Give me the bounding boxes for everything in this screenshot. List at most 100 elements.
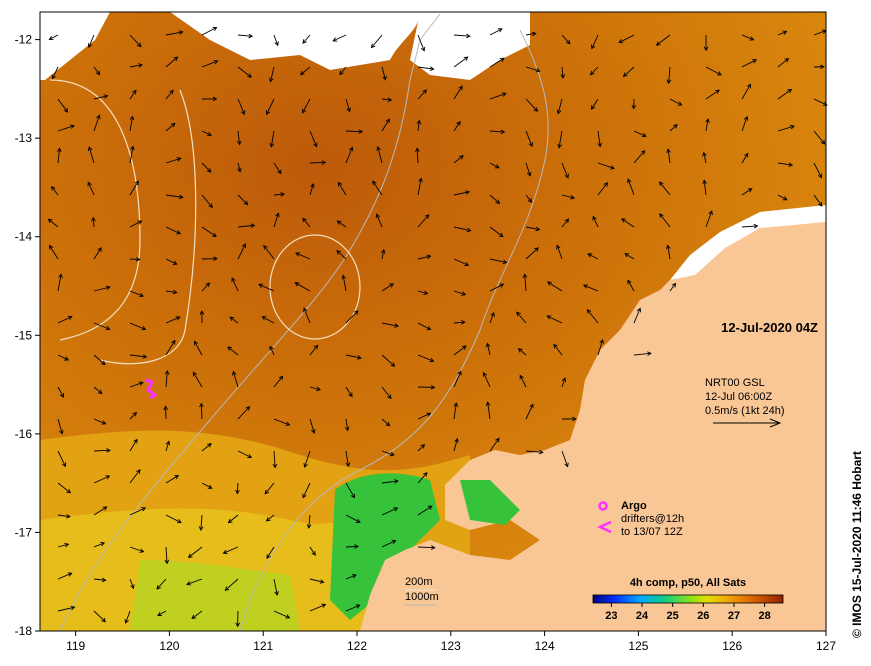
current-vector-head (458, 85, 463, 91)
current-vector-head (636, 307, 642, 313)
current-vector (417, 255, 431, 260)
current-vector-head (556, 244, 561, 250)
current-vector-head (67, 572, 73, 577)
current-vector (236, 482, 239, 494)
current-vector-head (341, 274, 347, 280)
current-vector-head (87, 146, 93, 152)
current-vector-head (302, 39, 307, 44)
current-vector-head (319, 579, 325, 584)
current-vector (165, 290, 177, 293)
y-tick-label: -15 (15, 328, 33, 342)
current-vector (518, 348, 527, 356)
current-vector (417, 354, 434, 362)
current-vector (165, 546, 168, 564)
colorbar-ticks: 23 24 25 26 27 28 (605, 603, 771, 622)
current-vector-head (527, 198, 533, 203)
y-tick-label: -13 (15, 131, 33, 145)
current-vector (309, 345, 318, 356)
current-vector-head (351, 574, 357, 579)
current-vector-head (299, 70, 305, 76)
current-vector (516, 311, 527, 324)
current-vector (381, 249, 385, 260)
current-vector-head (198, 526, 204, 532)
current-vector-head (533, 107, 539, 112)
current-vector-head (172, 260, 178, 265)
current-vector (263, 245, 275, 260)
eddy-contour (269, 234, 361, 340)
current-vector-head (280, 192, 286, 197)
eddy-contour-west (49, 79, 141, 341)
current-vector-head (138, 381, 144, 386)
current-vector (587, 309, 599, 324)
current-vector-head (817, 173, 823, 179)
current-vector (591, 98, 599, 110)
current-vector (345, 147, 353, 164)
current-vector-head (820, 64, 825, 70)
current-vector (741, 34, 754, 41)
current-vector-head (243, 200, 249, 206)
current-time-label: 12-Jul 06:00Z (705, 391, 773, 403)
current-vector-head (590, 105, 596, 110)
current-vector (381, 507, 398, 516)
current-vector-head (618, 39, 624, 44)
current-vector-head (622, 72, 628, 78)
current-vector-head (134, 180, 139, 186)
current-vector (417, 34, 425, 51)
current-vector (561, 450, 569, 467)
current-vector (129, 578, 134, 589)
current-vector-head (101, 577, 107, 583)
current-vector (237, 66, 252, 78)
current-vector-head (285, 614, 291, 619)
current-vector-head (313, 344, 319, 350)
current-vector-head (482, 371, 488, 377)
current-vector-head (420, 443, 426, 449)
current-vector-head (561, 377, 567, 383)
current-vector (624, 253, 635, 260)
current-vector (741, 225, 758, 228)
current-vector-head (70, 124, 75, 129)
current-vector-head (263, 244, 268, 250)
current-vector (165, 123, 176, 132)
current-vector-head (173, 56, 179, 62)
current-vector-head (570, 194, 576, 200)
current-vector-head (265, 110, 271, 116)
current-vector-head (139, 548, 145, 553)
current-vector (93, 475, 110, 484)
current-vector (381, 418, 390, 427)
current-vector-head (139, 292, 145, 298)
current-vector-head (236, 140, 242, 146)
current-vector (309, 386, 321, 391)
current-vector (381, 66, 386, 80)
current-vector-head (191, 614, 197, 620)
current-vector (266, 514, 275, 522)
current-vector (237, 406, 250, 420)
current-vector-head (782, 30, 788, 35)
current-vector (453, 345, 467, 356)
x-axis: 119 120 121 122 123 124 125 126 127 (66, 631, 836, 653)
current-vector-head (708, 210, 713, 216)
current-vector-head (194, 340, 199, 346)
current-vector (381, 322, 399, 327)
current-vector (165, 90, 174, 100)
current-vector-head (70, 605, 76, 611)
current-vector-head (165, 440, 171, 446)
current-vector (51, 66, 59, 79)
current-vector-head (229, 316, 235, 321)
current-vector-head (336, 250, 341, 255)
current-vector (129, 90, 137, 100)
current-vector-head (531, 31, 537, 37)
current-vector (561, 194, 575, 199)
current-vector-head (453, 402, 459, 408)
current-vector-head (277, 169, 282, 175)
current-vector-head (206, 168, 212, 173)
current-vector-head (461, 291, 467, 296)
current-vector (417, 120, 420, 132)
current-vector-head (178, 194, 184, 200)
current-vector-head (272, 463, 278, 469)
current-vector (547, 281, 563, 292)
current-vector (591, 34, 599, 49)
current-vector (332, 34, 347, 42)
current-vector-head (132, 411, 138, 417)
current-vector-head (303, 462, 308, 468)
current-vector (519, 375, 527, 388)
